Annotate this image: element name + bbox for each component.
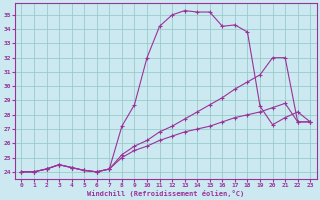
X-axis label: Windchill (Refroidissement éolien,°C): Windchill (Refroidissement éolien,°C) xyxy=(87,190,244,197)
